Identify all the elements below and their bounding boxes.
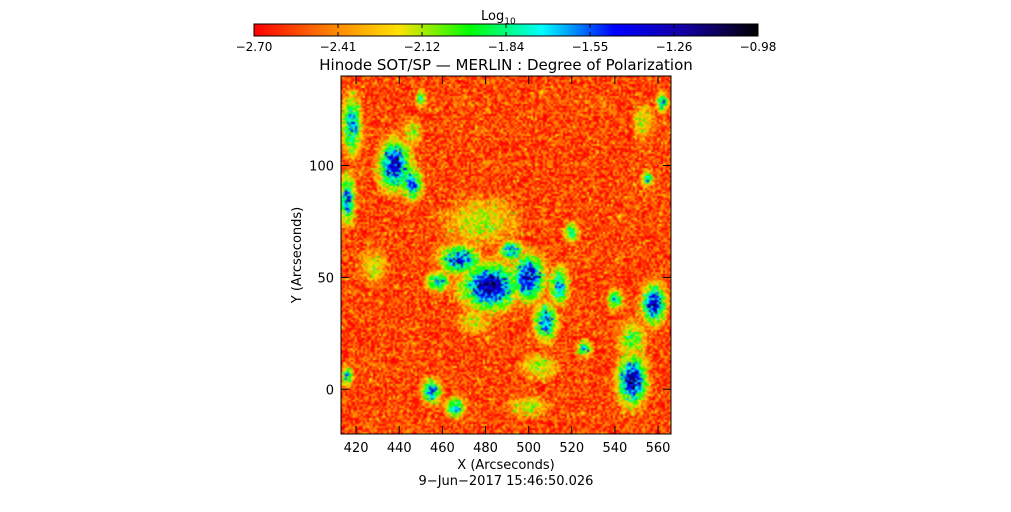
x-axis: 420 440 460 480 500 520 540 560 [344, 76, 671, 456]
chart-title: Hinode SOT/SP — MERLIN : Degree of Polar… [319, 56, 693, 74]
colorbar-tick-label: −1.26 [656, 40, 693, 54]
y-axis-label: Y (Arcseconds) [290, 207, 305, 304]
colorbar-tick-label: −2.12 [404, 40, 441, 54]
colorbar-tick-label: −1.84 [488, 40, 525, 54]
colorbar-label-base: Log [481, 9, 504, 24]
colorbar-label: Log10 [481, 9, 516, 27]
colorbar: Log10 −2.70 −2.41 −2.12 −1.84 −1.55 −1.26 −0.9… [236, 9, 777, 54]
y-axis: 0 50 100 [309, 160, 671, 398]
x-tick-label: 440 [387, 441, 412, 456]
colorbar-tick-label: −2.41 [320, 40, 357, 54]
x-axis-label: X (Arcseconds) [457, 458, 554, 473]
polarization-heatmap-image [341, 76, 671, 434]
y-tick-label: 0 [326, 383, 334, 398]
x-tick-label: 500 [516, 441, 541, 456]
colorbar-tick-label: −2.70 [236, 40, 273, 54]
x-tick-label: 460 [430, 441, 455, 456]
observation-timestamp: 9−Jun−2017 15:46:50.026 [419, 474, 594, 489]
y-tick-label: 100 [309, 160, 334, 175]
x-tick-label: 560 [646, 441, 671, 456]
colorbar-label-subscript: 10 [504, 17, 516, 27]
colorbar-tick-label: −0.98 [740, 40, 777, 54]
x-tick-label: 420 [344, 441, 369, 456]
x-tick-label: 480 [473, 441, 498, 456]
colorbar-ticks: −2.70 −2.41 −2.12 −1.84 −1.55 −1.26 −0.98 [236, 24, 777, 54]
y-tick-label: 50 [317, 271, 334, 286]
heatmap-area [340, 75, 672, 435]
x-tick-label: 520 [559, 441, 584, 456]
colorbar-tick-label: −1.55 [572, 40, 609, 54]
x-tick-label: 540 [603, 441, 628, 456]
plot-frame [340, 75, 672, 435]
